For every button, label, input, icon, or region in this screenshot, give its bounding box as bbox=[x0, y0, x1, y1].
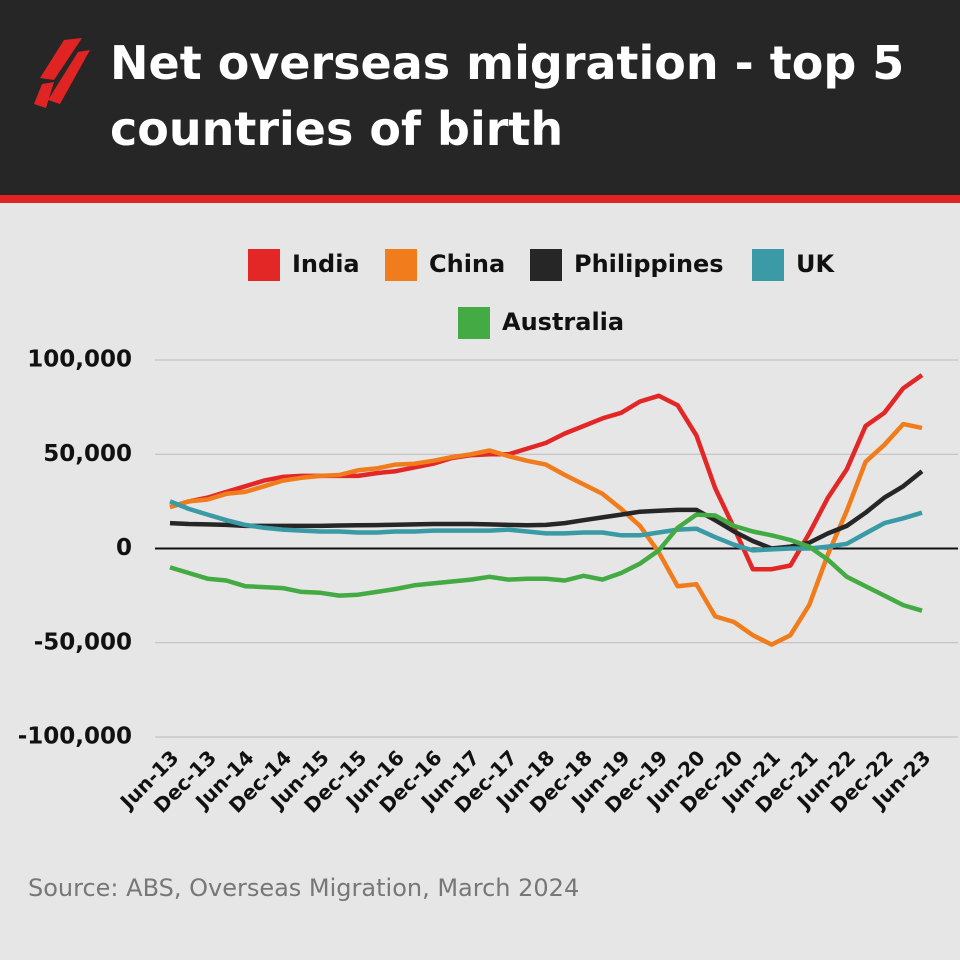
source-note: Source: ABS, Overseas Migration, March 2… bbox=[28, 874, 580, 902]
header: Net overseas migration - top 5 countries… bbox=[0, 0, 960, 203]
chart: -100,000-50,000050,000100,000Jun-13Dec-1… bbox=[18, 249, 958, 818]
legend-swatch bbox=[385, 249, 417, 281]
y-tick-label: 100,000 bbox=[27, 347, 132, 373]
logo bbox=[34, 38, 90, 108]
y-tick-label: -100,000 bbox=[18, 724, 132, 750]
series-line bbox=[169, 499, 923, 553]
legend-label: India bbox=[292, 250, 360, 278]
legend-label: Australia bbox=[502, 308, 624, 336]
legend-swatch bbox=[458, 307, 490, 339]
legend-label: UK bbox=[796, 250, 835, 278]
series-line bbox=[169, 373, 924, 572]
y-tick-label: 0 bbox=[116, 535, 132, 561]
y-tick-label: -50,000 bbox=[34, 629, 132, 655]
legend-swatch bbox=[530, 249, 562, 281]
legend-swatch bbox=[752, 249, 784, 281]
series-line bbox=[169, 512, 923, 613]
legend-swatch bbox=[248, 249, 280, 281]
y-tick-label: 50,000 bbox=[43, 441, 132, 467]
series-line bbox=[169, 469, 924, 551]
chart-title: Net overseas migration - top 5 countries… bbox=[110, 36, 905, 156]
legend-label: Philippines bbox=[574, 250, 724, 278]
legend-label: China bbox=[429, 250, 505, 278]
series-line bbox=[169, 421, 923, 647]
